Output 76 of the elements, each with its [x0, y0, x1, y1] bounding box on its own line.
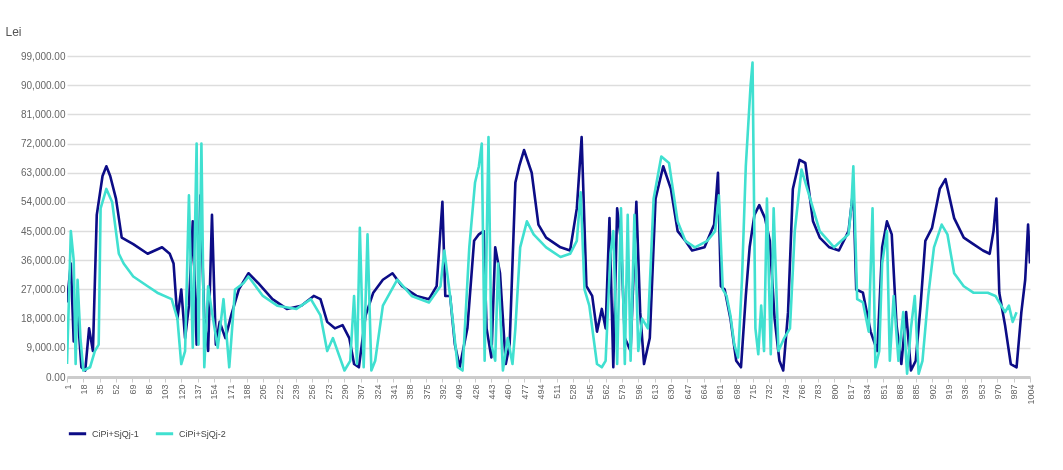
- x-tick-label: 919: [943, 384, 954, 400]
- y-tick-label: 27,000.00: [21, 283, 66, 295]
- x-tick-label: 902: [927, 384, 938, 400]
- x-tick-label: 596: [633, 384, 644, 400]
- x-tick-label: 35: [95, 384, 106, 395]
- x-tick-label: 256: [307, 384, 318, 400]
- x-tick-label: 715: [748, 384, 759, 400]
- x-tick-label: 443: [486, 384, 497, 400]
- y-tick-label: 90,000.00: [21, 79, 66, 91]
- x-tick-label: 681: [715, 384, 726, 400]
- x-tick-label: 970: [992, 384, 1003, 400]
- x-tick-label: 18: [78, 384, 89, 395]
- y-tick-label: 45,000.00: [21, 225, 66, 237]
- x-tick-label: 851: [878, 384, 889, 400]
- x-tick-label: 647: [682, 384, 693, 400]
- y-tick-label: 99,000.00: [21, 50, 66, 62]
- x-tick-label: 307: [356, 384, 367, 400]
- y-tick-label: 54,000.00: [21, 196, 66, 208]
- x-tick-label: 1004: [1025, 384, 1036, 405]
- x-tick-label: 834: [862, 384, 873, 400]
- x-tick-label: 613: [650, 384, 661, 400]
- x-tick-label: 120: [176, 384, 187, 400]
- y-tick-label: 63,000.00: [21, 167, 66, 179]
- x-tick-label: 426: [470, 384, 481, 400]
- x-tick-label: 69: [127, 384, 138, 395]
- x-tick-label: 52: [111, 384, 122, 395]
- x-tick-label: 579: [617, 384, 628, 400]
- x-tick-label: 987: [1009, 384, 1020, 400]
- x-tick-label: 341: [388, 384, 399, 400]
- y-tick-label: 81,000.00: [21, 108, 66, 120]
- x-tick-label: 205: [258, 384, 269, 400]
- x-tick-label: 868: [894, 384, 905, 400]
- x-tick-label: 86: [144, 384, 155, 395]
- y-axis-title: Lei: [5, 24, 22, 39]
- x-tick-label: 460: [503, 384, 514, 400]
- x-tick-label: 171: [225, 384, 236, 400]
- x-tick-label: 545: [584, 384, 595, 400]
- x-tick-label: 273: [323, 384, 334, 400]
- y-tick-label: 18,000.00: [21, 313, 66, 325]
- x-tick-label: 528: [568, 384, 579, 400]
- x-tick-label: 239: [291, 384, 302, 400]
- x-tick-label: 817: [845, 384, 856, 400]
- x-tick-label: 137: [193, 384, 204, 400]
- x-tick-label: 783: [813, 384, 824, 400]
- line-series: [67, 61, 1018, 376]
- y-tick-label: 9,000.00: [26, 342, 66, 354]
- x-tick-label: 409: [454, 384, 465, 400]
- y-tick-label: 72,000.00: [21, 138, 66, 150]
- x-tick-label: 392: [437, 384, 448, 400]
- x-tick-label: 953: [976, 384, 987, 400]
- legend-label: CiPi+SjQj-1: [92, 428, 139, 439]
- x-tick-label: 630: [666, 384, 677, 400]
- x-tick-label: 477: [519, 384, 530, 400]
- x-tick-label: 103: [160, 384, 171, 400]
- x-tick-label: 749: [780, 384, 791, 400]
- x-tick-label: 1: [62, 384, 73, 390]
- x-tick-label: 188: [242, 384, 253, 400]
- x-tick-label: 766: [796, 384, 807, 400]
- x-tick-label: 562: [601, 384, 612, 400]
- x-tick-label: 664: [699, 384, 710, 400]
- x-tick-label: 698: [731, 384, 742, 400]
- x-tick-label: 885: [911, 384, 922, 400]
- x-tick-label: 154: [209, 384, 220, 400]
- x-tick-label: 936: [960, 384, 971, 400]
- x-tick-label: 511: [552, 384, 563, 399]
- x-tick-label: 732: [764, 384, 775, 400]
- y-tick-label: 36,000.00: [21, 254, 66, 266]
- x-tick-label: 800: [829, 384, 840, 400]
- legend-label: CiPi+SjQj-2: [179, 428, 226, 439]
- x-tick-label: 375: [421, 384, 432, 400]
- y-tick-label: 0.00: [46, 371, 66, 383]
- x-tick-label: 358: [405, 384, 416, 400]
- x-tick-label: 324: [372, 384, 383, 400]
- x-tick-label: 290: [339, 384, 350, 400]
- x-tick-label: 494: [535, 384, 546, 400]
- x-tick-label: 222: [274, 384, 285, 400]
